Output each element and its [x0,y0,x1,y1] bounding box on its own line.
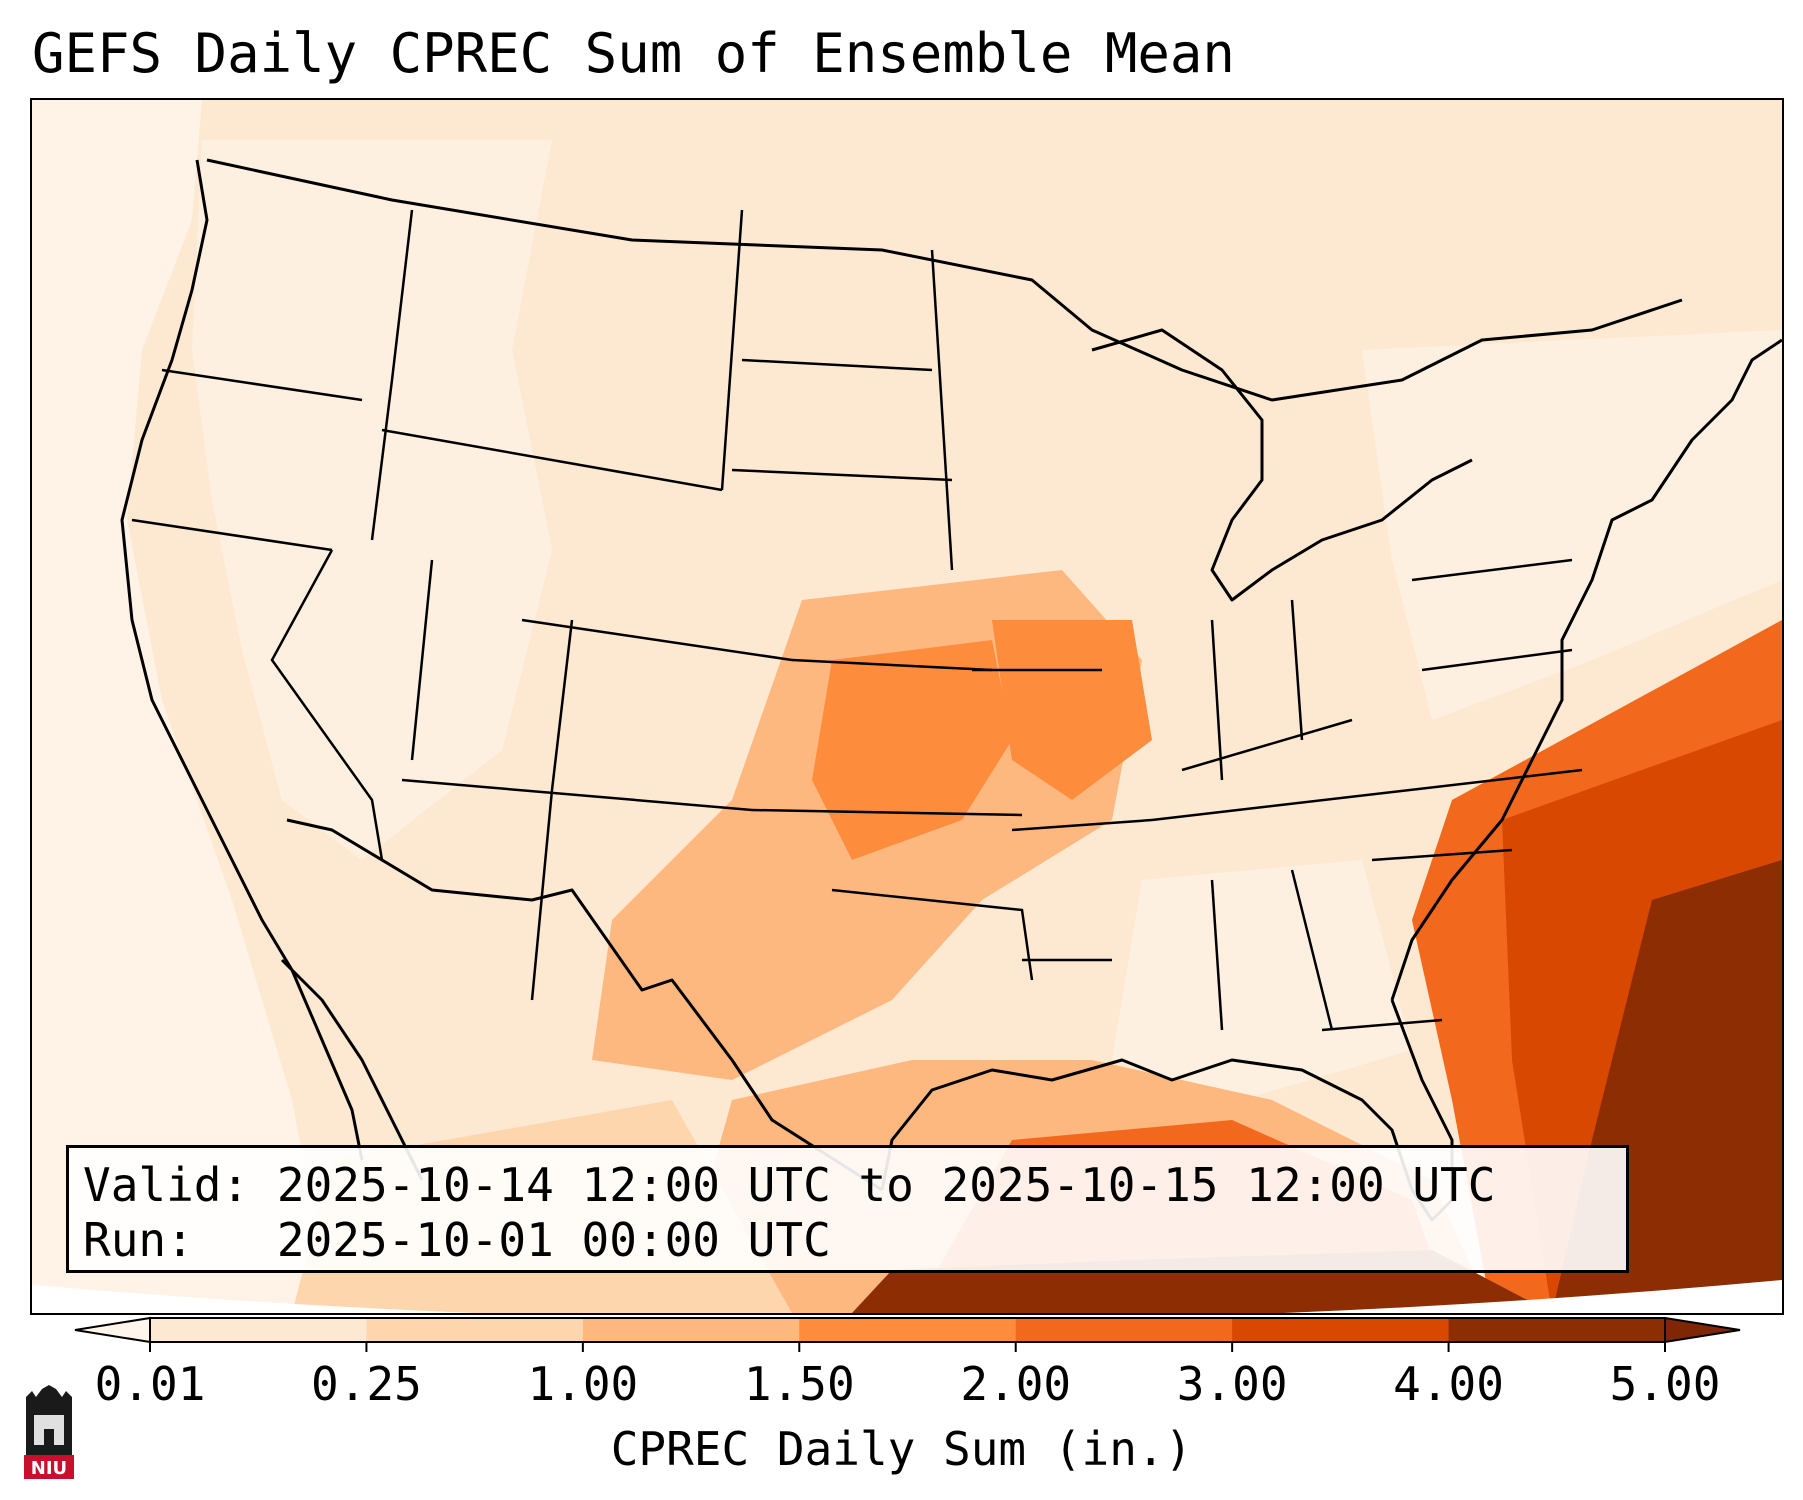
colorbar-tick-label: 4.00 [1393,1357,1504,1411]
great-lakes-outline [1091,328,1473,602]
colorbar-segment [1448,1318,1666,1342]
colorbar-segment [366,1318,584,1342]
colorbar-tick-label: 3.00 [1177,1357,1288,1411]
colorbar-segment [1015,1318,1233,1342]
state-line-tn [1151,768,1583,822]
state-line-nv-ut [410,559,434,761]
state-line-ms-al [1210,879,1224,1031]
run-label: Run: [83,1213,194,1267]
state-line-nd-mn [930,249,954,571]
colorbar-tick-label: 0.25 [311,1357,422,1411]
state-line-ks-ok [751,808,1023,817]
colorbar-segment [1232,1318,1450,1342]
precip-map [32,100,1782,1313]
northeast-light-region [1362,330,1782,720]
colorbar-title: CPREC Daily Sum (in.) [610,1422,1193,1476]
state-line-wy-co [521,618,793,662]
state-line-wa-or [161,368,363,402]
state-line-ga-fl [1321,1018,1443,1032]
state-line-pa-ny [1411,558,1573,582]
pacific-light-region [32,100,332,1313]
colorbar-under-triangle [74,1316,151,1344]
state-line-nd-sd [741,358,933,372]
colorbar-segments [74,1316,1741,1344]
colorbar-segment [799,1318,1017,1342]
projection-edge [32,1280,1782,1313]
state-line-ca-nv [270,549,384,861]
map-title: GEFS Daily CPREC Sum of Ensemble Mean [32,22,1235,85]
state-line-nc-sc [1371,848,1513,862]
logo-banner [24,1455,74,1479]
colorbar-tick-label: 5.00 [1610,1357,1721,1411]
colorbar-tick-label: 0.01 [95,1357,206,1411]
state-line-mt-wy [381,428,723,492]
run-value: 2025-10-01 00:00 UTC [276,1213,831,1267]
valid-label: Valid: [83,1158,250,1212]
state-line-sd-ne [731,468,953,482]
colorbar: 0.01 0.25 1.00 1.50 2.00 3.00 4.00 5.00 [74,1316,1741,1411]
colorbar-tick-label: 2.00 [960,1357,1071,1411]
state-line-co-nm [401,778,753,812]
missouri-heavy-region [992,620,1152,800]
state-line-pa-md [1421,648,1573,672]
logo-door [44,1429,54,1445]
state-line-az-nm [530,789,554,1001]
state-line-ok-tx [831,888,1034,981]
baja-coastline [280,958,424,1181]
state-line-il-in [1210,619,1224,781]
colorbar-border [149,1317,1666,1343]
info-box: Valid: 2025-10-14 12:00 UTC to 2025-10-1… [66,1145,1629,1273]
kansas-heavy-region [812,640,1012,860]
colorbar-tick-label: 1.50 [744,1357,855,1411]
colorbar-tick-label: 1.00 [527,1357,638,1411]
state-line-ut-co [550,619,574,791]
state-line-ne-ks [791,658,993,672]
west-light-region [192,140,552,860]
colorbar-segment [150,1318,367,1342]
state-line-oh-in [1290,599,1304,741]
atlantic-coastline [1390,338,1782,1001]
colorbar-over-triangle [1664,1316,1741,1344]
canada-us-border [206,158,1683,402]
southeast-light-region [1112,860,1412,1100]
state-line-ky [1181,718,1353,772]
colorbar-segment [582,1318,800,1342]
state-line-al-ga [1290,869,1334,1031]
state-line-or-ca [131,518,333,552]
colorbar-ticks: 0.01 0.25 1.00 1.50 2.00 3.00 4.00 5.00 [95,1342,1721,1411]
valid-value: 2025-10-14 12:00 UTC to 2025-10-15 12:00… [276,1158,1496,1212]
logo-text: NIU [31,1458,67,1479]
niu-logo: NIU [24,1385,74,1479]
state-line-id-mt [370,209,414,541]
west-coastline [120,159,364,1161]
state-line-mt-nd [720,209,744,491]
state-line-mo-ar [1011,818,1153,832]
map-frame [30,98,1784,1315]
